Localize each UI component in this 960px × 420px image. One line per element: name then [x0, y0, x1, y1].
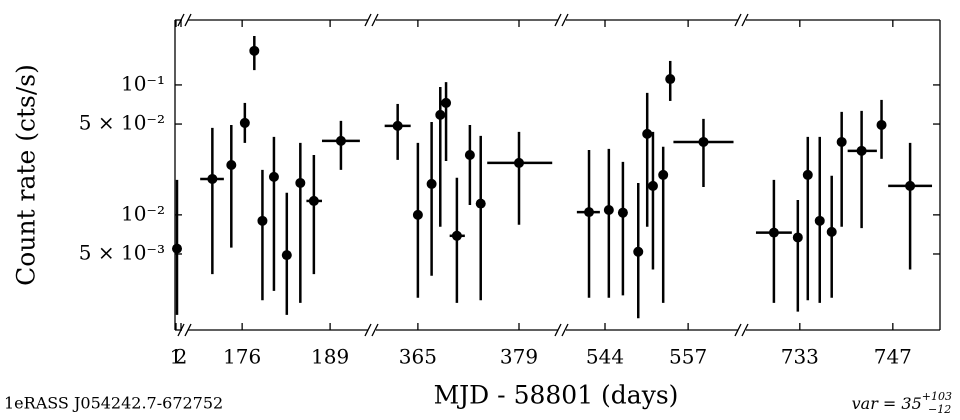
data-point [617, 207, 628, 218]
axis-break [734, 323, 742, 337]
data-point [464, 149, 475, 160]
data-point [856, 145, 867, 156]
axis-break [561, 323, 569, 337]
x-tick-label: 544 [586, 345, 624, 369]
source-label: 1eRASS J054242.7-672752 [4, 394, 223, 413]
y-tick-label: 5 × 10⁻² [79, 111, 165, 135]
data-point [876, 119, 887, 130]
data-point [584, 207, 595, 218]
data-point [268, 171, 279, 182]
axis-break [741, 13, 749, 27]
var-text: var = 35 [852, 394, 922, 413]
data-point [792, 232, 803, 243]
data-point [226, 159, 237, 170]
data-point [249, 45, 260, 56]
var-sup: +103 [922, 390, 952, 403]
axis-break [364, 13, 372, 27]
axis-break [734, 13, 742, 27]
data-point [257, 215, 268, 226]
data-point [826, 226, 837, 237]
x-tick-label: 2 [175, 345, 188, 369]
data-point [239, 117, 250, 128]
data-point [308, 195, 319, 206]
data-point [441, 97, 452, 108]
data-point [435, 109, 446, 120]
data-point [281, 250, 292, 261]
data-point [802, 169, 813, 180]
axis-break [371, 323, 379, 337]
data-point [814, 215, 825, 226]
data-point [836, 136, 847, 147]
x-tick-label: 365 [399, 345, 437, 369]
x-tick-label: 176 [223, 345, 261, 369]
data-point [412, 209, 423, 220]
x-axis-label: MJD - 58801 (days) [434, 381, 679, 410]
axis-break [371, 13, 379, 27]
axis-break [184, 323, 192, 337]
data-point [665, 74, 676, 85]
data-point [514, 157, 524, 168]
data-point [426, 178, 437, 189]
x-tick-label: 379 [500, 345, 538, 369]
axis-break [741, 323, 749, 337]
x-tick-label: 557 [669, 345, 707, 369]
data-point [658, 169, 669, 180]
data-point [207, 173, 218, 184]
data-point [905, 180, 916, 191]
y-tick-label: 5 × 10⁻³ [79, 240, 165, 264]
data-point [603, 205, 614, 216]
x-tick-label: 1 [170, 345, 183, 369]
data-point [335, 135, 346, 146]
var-annotation: var = 35+103 −12 [852, 390, 952, 416]
data-point [172, 243, 182, 254]
x-tick-label: 733 [781, 345, 819, 369]
data-point [647, 180, 658, 191]
var-sub: −12 [928, 403, 951, 416]
y-tick-label: 10⁻¹ [121, 71, 165, 95]
axis-break [561, 13, 569, 27]
data-point [633, 246, 644, 257]
data-point [768, 227, 779, 238]
axis-break [364, 323, 372, 337]
data-point [451, 230, 462, 241]
x-tick-label: 189 [311, 345, 349, 369]
axis-break [184, 13, 192, 27]
axis-break [554, 13, 562, 27]
data-point [475, 198, 486, 209]
y-axis-label: Count rate (cts/s) [12, 64, 41, 286]
axis-break [554, 323, 562, 337]
data-point [642, 128, 653, 139]
y-tick-label: 10⁻² [121, 201, 165, 225]
data-point [392, 120, 403, 131]
data-point [698, 136, 709, 147]
x-tick-label: 747 [874, 345, 912, 369]
data-point [295, 177, 306, 188]
